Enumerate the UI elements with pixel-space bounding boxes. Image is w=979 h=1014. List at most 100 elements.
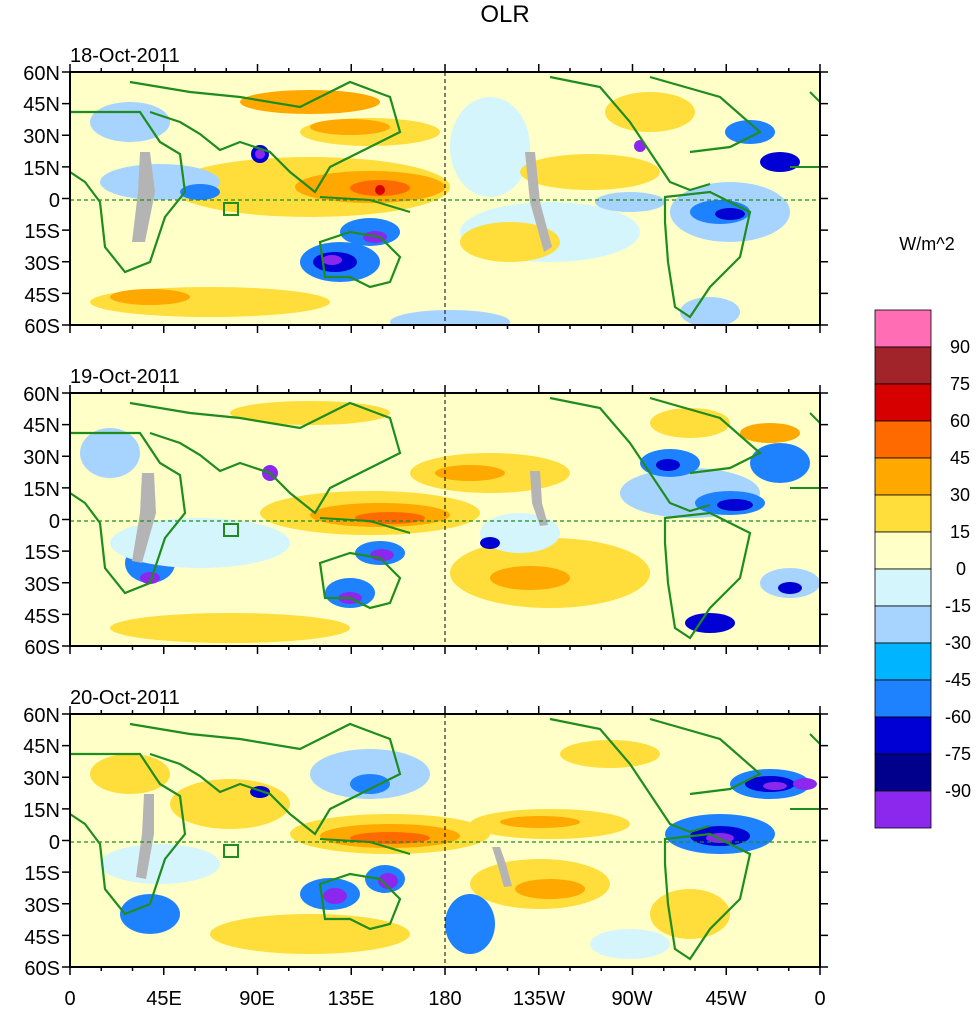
australia-coastline (318, 872, 402, 931)
map-panel: 20-Oct-2011 (69, 687, 821, 968)
panel-date-label: 20-Oct-2011 (70, 687, 180, 709)
anomaly-patch (656, 459, 680, 471)
colorbar-units-label: W/m^2 (899, 234, 954, 254)
lat-tick-label: 30N (23, 126, 60, 148)
eurasia-coastline (129, 80, 402, 194)
lon-axis: 0 45E 90E 135E 180 135W 90W 45W 0 (64, 988, 825, 1010)
lon-tick-label: 0 (64, 988, 75, 1010)
lat-axis-panel-2: 60N 45N 30N 15N 0 15S 30S 45S 60S (23, 384, 60, 659)
colorbar-swatch (874, 642, 932, 681)
anomaly-patch (322, 255, 342, 265)
anomaly-patch (740, 423, 800, 443)
colorbar-tick-label: -60 (945, 707, 971, 727)
lat-tick-label: 30S (24, 574, 60, 596)
colorbar-tick-label: 15 (950, 522, 970, 542)
indonesia-coastline (319, 838, 411, 855)
missing-data-patch (530, 471, 548, 526)
olr-field (70, 72, 820, 325)
colorbar-swatch (874, 568, 932, 607)
colorbar-swatch (874, 753, 932, 792)
anomaly-patch (480, 537, 500, 549)
lat-axis-panel-3: 60N 45N 30N 15N 0 15S 30S 45S 60S (23, 705, 60, 980)
north-america-east-coastline (649, 717, 762, 796)
figure-title: OLR (480, 1, 529, 28)
anomaly-patch (500, 816, 580, 828)
colorbar-swatch (874, 790, 932, 829)
lon-tick-label: 90W (611, 988, 652, 1010)
lon-tick-label: 135E (328, 988, 375, 1010)
eurasia-coastline (129, 401, 402, 515)
eurasia-coastline (129, 722, 402, 836)
colorbar-swatch (874, 605, 932, 644)
anomaly-patch (100, 844, 220, 884)
lat-tick-label: 45S (24, 606, 60, 628)
anomaly-patch (590, 929, 670, 959)
missing-data-patch (132, 152, 155, 242)
panel-date-label: 19-Oct-2011 (70, 366, 180, 388)
missing-data-patch (132, 473, 156, 563)
anomaly-patch (390, 310, 510, 325)
north-america-east-coastline (649, 396, 762, 475)
anomaly-patch (110, 518, 290, 568)
lat-tick-label: 60S (24, 958, 60, 980)
anomaly-patch (375, 185, 385, 195)
anomaly-patch (560, 740, 660, 768)
anomaly-patch (80, 428, 140, 478)
colorbar-swatch (874, 531, 932, 570)
anomaly-patch (355, 512, 425, 524)
anomaly-patch (605, 92, 695, 132)
anomaly-patch (170, 779, 290, 829)
land-outlines (69, 714, 821, 967)
north-america-coastline (549, 396, 711, 513)
missing-data-patch (136, 794, 154, 879)
anomaly-patch (445, 894, 495, 954)
colorbar-swatch (874, 716, 932, 755)
anomaly-patch (310, 119, 390, 135)
anomaly-patch (110, 289, 190, 305)
south-america-coastline (663, 190, 752, 319)
north-america-east-coastline (649, 75, 762, 154)
lon-tick-label: 90E (239, 988, 275, 1010)
colorbar-tick-label: 30 (950, 485, 970, 505)
anomaly-patch (650, 408, 730, 438)
lon-tick-label: 0 (814, 988, 825, 1010)
colorbar-swatch (874, 457, 932, 496)
lon-tick-label: 180 (428, 988, 461, 1010)
anomaly-patch (435, 465, 505, 481)
lat-tick-label: 15S (24, 863, 60, 885)
indonesia-coastline (319, 196, 411, 213)
lon-tick-label: 135W (513, 988, 565, 1010)
anomaly-patch (793, 778, 817, 790)
lat-axis-panel-1: 60N 45N 30N 15N 0 15S 30S 45S 60S (23, 63, 60, 338)
lat-tick-label: 15S (24, 542, 60, 564)
land-outlines (69, 393, 821, 646)
indonesia-coastline (319, 517, 411, 534)
lat-tick-label: 45S (24, 285, 60, 307)
anomaly-patch (460, 222, 560, 262)
anomaly-patch (490, 566, 570, 590)
lat-tick-label: 30N (23, 447, 60, 469)
colorbar-tick-label: -75 (945, 744, 971, 764)
lat-tick-label: 45N (23, 415, 60, 437)
lat-tick-label: 0 (49, 832, 60, 854)
australia-coastline (318, 230, 402, 289)
lat-tick-label: 45N (23, 94, 60, 116)
colorbar-labels: 90 75 60 45 30 15 0 -15 -30 -45 -60 -75 … (945, 337, 971, 801)
anomaly-patch (255, 149, 265, 159)
region-box (223, 844, 239, 858)
colorbar-tick-label: -30 (945, 633, 971, 653)
colorbar-tick-label: -45 (945, 670, 971, 690)
colorbar-swatch (874, 494, 932, 533)
land-outlines (69, 72, 821, 325)
lat-tick-label: 0 (49, 511, 60, 533)
lat-tick-label: 60S (24, 316, 60, 338)
anomaly-patch (230, 401, 390, 425)
lat-tick-label: 60S (24, 637, 60, 659)
africa-coastline (69, 752, 187, 916)
colorbar-tick-label: 60 (950, 411, 970, 431)
colorbar-swatch (874, 420, 932, 459)
lon-tick-label: 45E (146, 988, 182, 1010)
colorbar-tick-label: -15 (945, 596, 971, 616)
colorbar-tick-label: 90 (950, 337, 970, 357)
